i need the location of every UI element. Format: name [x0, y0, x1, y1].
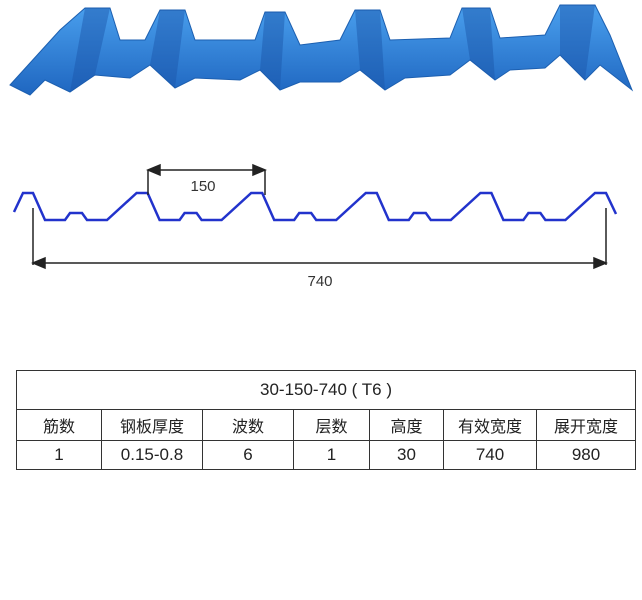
header-height: 高度 [369, 409, 444, 441]
value-effective-width: 740 [443, 440, 537, 470]
header-layers: 层数 [293, 409, 370, 441]
spec-table: 30-150-740 ( T6 ) 筋数 钢板厚度 波数 层数 高度 有效宽度 … [16, 370, 636, 470]
header-thickness: 钢板厚度 [101, 409, 203, 441]
header-waves: 波数 [202, 409, 294, 441]
arrow-icon [593, 256, 608, 270]
spec-title: 30-150-740 ( T6 ) [16, 370, 636, 410]
profile-line [12, 191, 618, 222]
value-height: 30 [369, 440, 444, 470]
arrow-icon [146, 163, 161, 177]
value-unfolded-width: 980 [536, 440, 636, 470]
value-thickness: 0.15-0.8 [101, 440, 203, 470]
value-waves: 6 [202, 440, 294, 470]
arrow-icon [31, 256, 46, 270]
value-ribs: 1 [16, 440, 102, 470]
header-unfolded-width: 展开宽度 [536, 409, 636, 441]
header-ribs: 筋数 [16, 409, 102, 441]
header-effective-width: 有效宽度 [443, 409, 537, 441]
roof-sheet-photo [9, 4, 634, 96]
arrow-icon [252, 163, 267, 177]
value-layers: 1 [293, 440, 370, 470]
pitch-label: 150 [190, 178, 215, 195]
profile-drawing: 150 740 [12, 163, 618, 290]
cover-width-label: 740 [307, 273, 332, 290]
